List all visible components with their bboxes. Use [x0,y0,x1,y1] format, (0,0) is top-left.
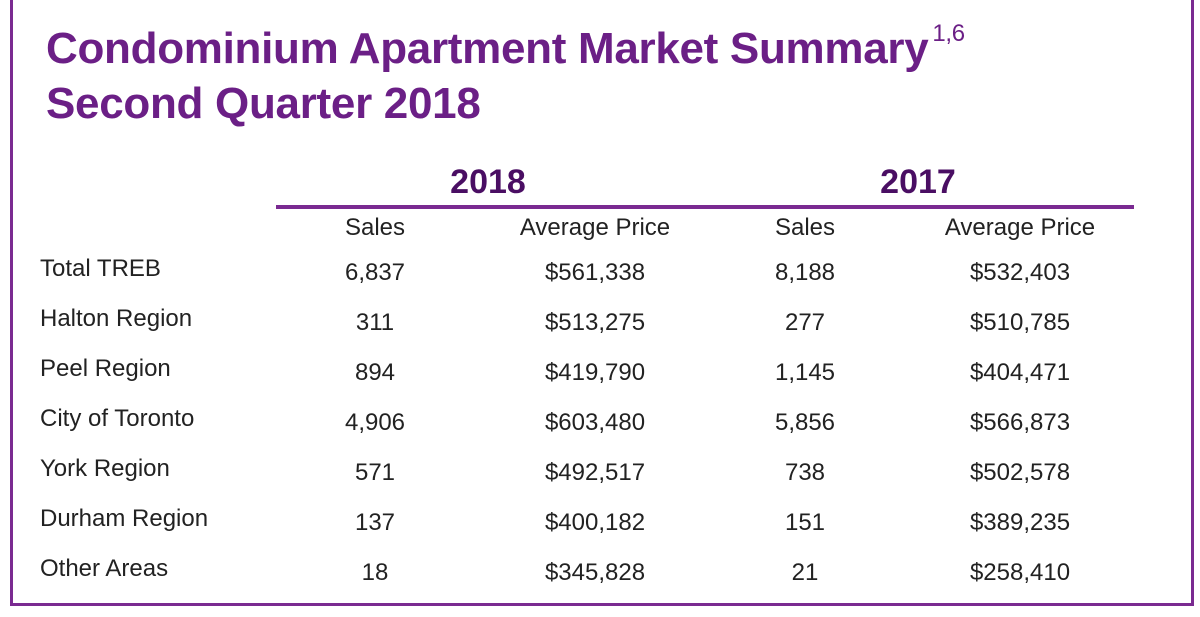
sales-2017-cell: 151 [784,509,826,536]
sales-2017-cell: 8,188 [774,259,836,286]
table-row: Durham Region 137 $400,182 151 $389,235 [0,504,1200,554]
sales-2018-cell: 137 [354,509,396,536]
avg-price-2018-cell: $603,480 [544,409,646,436]
sales-2018-cell: 4,906 [344,409,406,436]
avg-price-2018-cell: $492,517 [544,459,646,486]
sales-2017-cell: 5,856 [774,409,836,436]
region-label: York Region [40,455,170,482]
table-row: Other Areas 18 $345,828 21 $258,410 [0,554,1200,604]
header-divider [276,205,1134,209]
page-title: Condominium Apartment Market Summary 1,6 [46,10,965,73]
avg-price-2018-cell: $345,828 [544,559,646,586]
avg-price-2017-cell: $510,785 [969,309,1071,336]
region-label: City of Toronto [40,405,195,432]
sales-2018-cell: 571 [354,459,396,486]
sales-2018-cell: 18 [361,559,389,586]
avg-price-2017-cell: $502,578 [969,459,1071,486]
sales-2017-cell: 277 [784,309,826,336]
sales-2018-cell: 6,837 [344,259,406,286]
column-header-avg-price-2017: Average Price [944,214,1096,241]
avg-price-2018-cell: $419,790 [544,359,646,386]
column-header-sales-2017: Sales [774,214,836,241]
sales-2017-cell: 1,145 [774,359,836,386]
page-subtitle: Second Quarter 2018 [46,79,481,128]
region-label: Peel Region [40,355,171,382]
avg-price-2017-cell: $258,410 [969,559,1071,586]
title-footnote-superscript: 1,6 [932,20,965,47]
sales-2017-cell: 21 [791,559,819,586]
table-row: York Region 571 $492,517 738 $502,578 [0,454,1200,504]
region-label: Other Areas [40,555,169,582]
region-label: Total TREB [40,255,161,282]
sales-2017-cell: 738 [784,459,826,486]
table-row: City of Toronto 4,906 $603,480 5,856 $56… [0,404,1200,454]
avg-price-2017-cell: $532,403 [969,259,1071,286]
avg-price-2017-cell: $389,235 [969,509,1071,536]
region-label: Durham Region [40,505,209,532]
title-line-1: Condominium Apartment Market Summary [46,24,929,73]
avg-price-2017-cell: $404,471 [969,359,1071,386]
avg-price-2018-cell: $400,182 [544,509,646,536]
table-row: Peel Region 894 $419,790 1,145 $404,471 [0,354,1200,404]
sales-2018-cell: 311 [355,309,395,336]
column-header-sales-2018: Sales [344,214,406,241]
region-label: Halton Region [40,305,193,332]
year-header-2018: 2018 [450,163,526,201]
avg-price-2017-cell: $566,873 [969,409,1071,436]
avg-price-2018-cell: $561,338 [544,259,646,286]
year-header-2017: 2017 [880,163,956,201]
summary-frame [10,0,1194,606]
sales-2018-cell: 894 [354,359,396,386]
column-header-avg-price-2018: Average Price [519,214,671,241]
avg-price-2018-cell: $513,275 [544,309,646,336]
table-row: Total TREB 6,837 $561,338 8,188 $532,403 [0,254,1200,304]
table-row: Halton Region 311 $513,275 277 $510,785 [0,304,1200,354]
